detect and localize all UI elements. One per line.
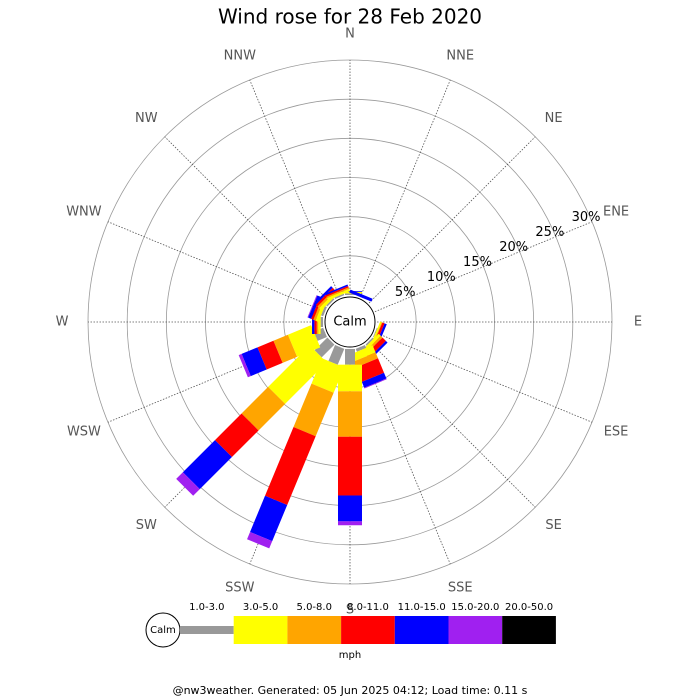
bar-segment bbox=[338, 495, 362, 522]
spoke bbox=[368, 340, 536, 508]
bar-segment bbox=[373, 327, 378, 338]
spoke bbox=[107, 221, 326, 313]
bar-segment bbox=[314, 286, 333, 305]
r-tick-label: 5% bbox=[395, 285, 416, 300]
bar-segment bbox=[273, 334, 298, 363]
legend-label: 1.0-3.0 bbox=[189, 602, 224, 613]
legend-calm-label: Calm bbox=[150, 625, 176, 636]
r-tick-label: 10% bbox=[427, 270, 456, 285]
bar-segment bbox=[364, 378, 387, 389]
r-tick-label: 15% bbox=[463, 255, 492, 270]
bar-segment bbox=[355, 345, 367, 352]
legend-label: 11.0-15.0 bbox=[398, 602, 446, 613]
direction-label: SSW bbox=[225, 581, 255, 596]
legend-label: 3.0-5.0 bbox=[243, 602, 278, 613]
bar-segment bbox=[350, 345, 376, 362]
bar-segment bbox=[268, 345, 327, 404]
direction-label: NW bbox=[135, 111, 158, 126]
bar-segment bbox=[307, 295, 318, 318]
legend-swatch bbox=[287, 616, 342, 644]
bar-segment bbox=[345, 349, 355, 365]
bar-segment bbox=[257, 340, 283, 370]
spoke bbox=[359, 79, 451, 298]
bar-segment bbox=[353, 352, 379, 368]
bar-segment bbox=[327, 288, 351, 301]
legend-swatch bbox=[502, 616, 556, 644]
spoke bbox=[374, 221, 593, 313]
bar-segment bbox=[293, 383, 334, 437]
spoke bbox=[374, 331, 593, 423]
r-tick-label: 30% bbox=[572, 210, 601, 225]
legend-label: 5.0-8.0 bbox=[297, 602, 332, 613]
bar-segment bbox=[320, 306, 327, 317]
bar-segment bbox=[326, 298, 335, 307]
direction-label: ENE bbox=[603, 204, 629, 219]
spoke bbox=[249, 79, 341, 298]
direction-label: N bbox=[345, 27, 355, 42]
bar-segment bbox=[365, 337, 374, 346]
bar-segment bbox=[328, 345, 345, 365]
bar-segment bbox=[241, 386, 286, 431]
bar-segment bbox=[241, 347, 267, 377]
legend-swatch bbox=[448, 616, 503, 644]
bar-segment bbox=[361, 372, 387, 388]
bar-segment bbox=[345, 293, 355, 295]
bar-segment bbox=[325, 284, 349, 296]
legend-swatch bbox=[180, 626, 234, 634]
bar-segment bbox=[214, 413, 259, 458]
direction-label: SE bbox=[545, 518, 561, 533]
direction-label: NE bbox=[545, 111, 563, 126]
direction-label: WSW bbox=[67, 425, 101, 440]
bar-segment bbox=[334, 293, 345, 299]
bar-segment bbox=[250, 495, 288, 542]
bar-segment bbox=[247, 531, 273, 549]
bar-segment bbox=[182, 440, 232, 490]
direction-label: ESE bbox=[604, 425, 629, 440]
legend-title: mph bbox=[339, 650, 361, 661]
direction-label: SSE bbox=[448, 581, 473, 596]
spoke bbox=[368, 136, 536, 304]
calm-circle bbox=[324, 296, 376, 348]
direction-label: W bbox=[56, 315, 69, 330]
legend-label: 8.0-11.0 bbox=[347, 602, 389, 613]
bar-segment bbox=[265, 427, 316, 505]
bar-segment bbox=[349, 289, 373, 302]
footer: @nw3weather. Generated: 05 Jun 2025 04:1… bbox=[173, 684, 528, 697]
direction-label: S bbox=[346, 603, 354, 618]
bar-segment bbox=[325, 285, 349, 297]
legend-swatch bbox=[394, 616, 449, 644]
r-tick-label: 20% bbox=[499, 240, 528, 255]
direction-label: NNE bbox=[446, 48, 474, 63]
spoke bbox=[164, 136, 332, 304]
bar-segment bbox=[355, 358, 385, 382]
bar-segment bbox=[338, 521, 362, 526]
r-tick-label: 25% bbox=[535, 225, 564, 240]
bar-segment bbox=[326, 287, 350, 299]
direction-label: E bbox=[634, 315, 642, 330]
legend-swatch bbox=[233, 616, 288, 644]
bar-segment bbox=[238, 353, 251, 378]
bar-segment bbox=[371, 321, 382, 345]
bar-segment bbox=[320, 317, 323, 327]
direction-label: SW bbox=[136, 518, 157, 533]
legend-label: 15.0-20.0 bbox=[451, 602, 499, 613]
bar-segment bbox=[338, 391, 362, 437]
chart-title: Wind rose for 28 Feb 2020 bbox=[218, 5, 482, 29]
legend-swatch bbox=[341, 616, 395, 644]
calm-label: Calm bbox=[333, 315, 366, 330]
direction-label: NNW bbox=[224, 48, 256, 63]
bar-segment bbox=[176, 472, 200, 496]
bar-segment bbox=[338, 436, 362, 496]
legend-label: 20.0-50.0 bbox=[505, 602, 553, 613]
bar-segment bbox=[314, 337, 335, 358]
direction-label: WNW bbox=[66, 204, 102, 219]
